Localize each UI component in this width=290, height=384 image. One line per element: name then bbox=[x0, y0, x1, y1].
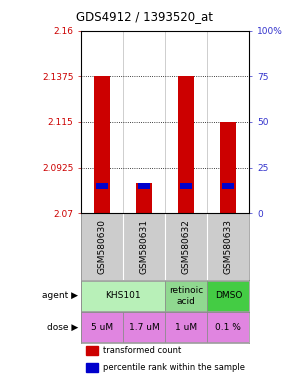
Bar bbox=[96, 183, 108, 189]
Bar bbox=[165, 281, 207, 311]
Bar bbox=[180, 183, 192, 189]
Bar bbox=[81, 281, 165, 311]
Text: GSM580632: GSM580632 bbox=[182, 219, 191, 274]
Text: 1 uM: 1 uM bbox=[175, 323, 197, 332]
Text: retinoic
acid: retinoic acid bbox=[169, 286, 204, 306]
Text: GDS4912 / 1393520_at: GDS4912 / 1393520_at bbox=[77, 10, 213, 23]
Text: GSM580633: GSM580633 bbox=[224, 219, 233, 274]
Text: KHS101: KHS101 bbox=[106, 291, 141, 300]
Bar bbox=[86, 346, 98, 356]
Bar bbox=[222, 183, 234, 189]
Bar bbox=[123, 312, 165, 342]
Text: percentile rank within the sample: percentile rank within the sample bbox=[103, 363, 245, 372]
Bar bbox=[207, 281, 249, 311]
Text: 0.1 %: 0.1 % bbox=[215, 323, 241, 332]
Text: GSM580630: GSM580630 bbox=[98, 219, 107, 274]
Bar bbox=[138, 183, 150, 189]
Text: transformed count: transformed count bbox=[103, 346, 181, 355]
Text: dose ▶: dose ▶ bbox=[47, 323, 78, 332]
Text: agent ▶: agent ▶ bbox=[42, 291, 78, 300]
Text: GSM580631: GSM580631 bbox=[140, 219, 149, 274]
Bar bbox=[94, 76, 110, 213]
Text: 1.7 uM: 1.7 uM bbox=[129, 323, 160, 332]
Bar bbox=[81, 312, 123, 342]
Text: DMSO: DMSO bbox=[215, 291, 242, 300]
Bar bbox=[220, 122, 236, 213]
Text: 5 uM: 5 uM bbox=[91, 323, 113, 332]
Bar bbox=[207, 312, 249, 342]
Bar bbox=[178, 76, 194, 213]
Bar bbox=[86, 363, 98, 372]
Bar bbox=[165, 312, 207, 342]
Bar bbox=[136, 183, 152, 213]
